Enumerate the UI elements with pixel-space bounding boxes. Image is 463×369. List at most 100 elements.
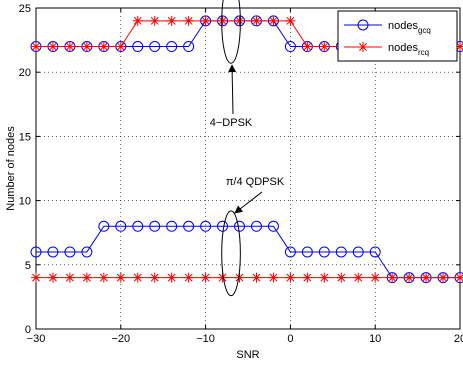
grid — [36, 8, 460, 329]
legend-entry: nodesrcq — [344, 42, 429, 57]
data-point — [132, 272, 143, 283]
data-point — [81, 41, 92, 52]
data-point — [302, 41, 313, 52]
data-point — [319, 272, 330, 283]
y-tick-label: 10 — [19, 196, 31, 208]
data-point — [98, 220, 110, 232]
annotation-arrow-qdpsk — [234, 191, 263, 214]
annotations: 4−DPSK π/4 QDPSK — [210, 0, 285, 297]
data-point — [234, 15, 245, 26]
data-point — [200, 220, 212, 232]
axis-ticks: −30 −20 −10 0 10 20 0 5 10 15 20 25 — [19, 3, 463, 345]
data-point — [234, 272, 245, 283]
data-point — [64, 246, 76, 258]
y-tick-label: 25 — [19, 3, 31, 15]
series-rcq_qdpsk — [31, 272, 463, 283]
data-point — [421, 272, 432, 283]
data-point — [31, 41, 41, 52]
annotation-ellipse-4dpsk — [221, 0, 241, 64]
data-point — [166, 272, 177, 283]
y-tick-label: 5 — [25, 260, 31, 272]
data-point — [183, 220, 195, 232]
data-point — [200, 272, 211, 283]
data-point — [370, 272, 381, 283]
y-axis-label: Number of nodes — [5, 126, 17, 211]
data-point — [387, 272, 398, 283]
annotation-label-qdpsk: π/4 QDPSK — [226, 176, 285, 188]
data-point — [217, 272, 228, 283]
data-point — [217, 15, 228, 26]
legend-label: nodesrcq — [388, 42, 429, 57]
plot-frame — [35, 7, 461, 330]
data-point — [64, 272, 75, 283]
data-point — [149, 220, 161, 232]
data-point — [30, 246, 42, 258]
data-point — [302, 272, 313, 283]
annotation-label-4dpsk: 4−DPSK — [210, 117, 253, 129]
data-point — [98, 272, 109, 283]
data-point — [81, 272, 92, 283]
legend-marker — [358, 42, 368, 52]
annotation-ellipse-qdpsk — [221, 210, 241, 297]
y-tick-label: 0 — [25, 324, 31, 336]
x-tick-label: −20 — [111, 333, 130, 345]
data-point — [200, 15, 211, 26]
data-point — [319, 41, 330, 52]
data-point — [250, 220, 262, 232]
data-point — [285, 272, 296, 283]
legend-box — [337, 10, 458, 62]
data-point — [98, 41, 109, 52]
x-tick-label: −30 — [27, 333, 46, 345]
data-point — [166, 15, 177, 26]
data-point — [149, 41, 161, 53]
data-point — [47, 272, 58, 283]
data-point — [318, 246, 330, 258]
data-point — [336, 272, 347, 283]
x-tick-label: 0 — [287, 333, 293, 345]
data-point — [251, 15, 262, 26]
data-point — [183, 272, 194, 283]
data-point — [251, 272, 262, 283]
data-point — [335, 246, 347, 258]
data-point — [301, 246, 313, 258]
data-point — [166, 41, 178, 53]
data-point — [285, 15, 296, 26]
data-point — [31, 272, 41, 283]
legend-label: nodesgcq — [388, 20, 431, 35]
data-point — [115, 41, 126, 52]
data-point — [132, 15, 143, 26]
data-point — [267, 220, 279, 232]
x-axis-label: SNR — [236, 349, 259, 361]
data-point — [149, 272, 160, 283]
data-point — [183, 41, 195, 53]
data-point — [47, 246, 59, 258]
data-point — [284, 246, 296, 258]
data-point — [268, 272, 279, 283]
x-tick-label: −10 — [196, 333, 215, 345]
data-point — [455, 41, 463, 52]
legend: nodesgcq nodesrcq — [337, 10, 458, 62]
x-tick-label: 10 — [369, 333, 381, 345]
data-point — [132, 41, 144, 53]
data-point — [115, 220, 127, 232]
legend-entry: nodesgcq — [344, 19, 431, 35]
data-point — [353, 272, 364, 283]
data-point — [149, 15, 160, 26]
data-point — [115, 272, 126, 283]
legend-marker — [357, 19, 369, 31]
data-point — [64, 41, 75, 52]
data-point — [352, 246, 364, 258]
data-point — [47, 41, 58, 52]
data-point — [404, 272, 415, 283]
data-point — [132, 220, 144, 232]
x-tick-label: 20 — [454, 333, 463, 345]
y-tick-label: 20 — [19, 67, 31, 79]
data-point — [166, 220, 178, 232]
data-point — [455, 272, 463, 283]
data-point — [438, 272, 449, 283]
data-point — [369, 246, 381, 258]
annotation-arrow-4dpsk — [228, 64, 237, 115]
data-point — [284, 41, 296, 53]
